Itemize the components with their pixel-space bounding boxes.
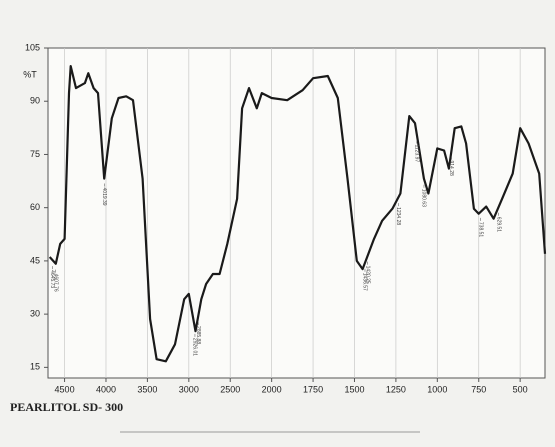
x-tick-label: 4500 <box>55 384 75 394</box>
x-tick-label: 2500 <box>220 384 240 394</box>
y-tick-label: 60 <box>30 202 40 212</box>
y-tick-label: 105 <box>25 42 40 52</box>
x-tick-label: 4000 <box>96 384 116 394</box>
peak-label: 4607.76 <box>52 274 58 292</box>
y-tick-label: 45 <box>30 255 40 265</box>
peak-label: 738.51 <box>477 222 483 238</box>
x-tick-label: 1000 <box>427 384 447 394</box>
y-axis-label: %T <box>23 69 37 79</box>
x-tick-label: 750 <box>471 384 486 394</box>
peak-label: 914.28 <box>448 160 454 176</box>
peak-label: 1234.28 <box>395 207 401 225</box>
peak-label: 629.51 <box>495 217 501 233</box>
x-tick-label: 3000 <box>179 384 199 394</box>
peak-label: 1080.63 <box>421 189 427 207</box>
x-tick-label: 1750 <box>303 384 323 394</box>
peak-label: 4019.39 <box>101 188 107 206</box>
x-tick-label: 500 <box>513 384 528 394</box>
x-tick-label: 1500 <box>344 384 364 394</box>
y-tick-label: 15 <box>30 362 40 372</box>
peak-label: 1123.97 <box>413 145 419 163</box>
peak-label: 2885.88 <box>195 326 201 344</box>
x-tick-label: 2000 <box>262 384 282 394</box>
peak-label: 1420.25 <box>364 266 370 284</box>
chart-title: PEARLITOL SD- 300 <box>10 400 123 414</box>
y-tick-label: 90 <box>30 96 40 106</box>
y-tick-label: 30 <box>30 309 40 319</box>
x-tick-label: 3500 <box>137 384 157 394</box>
chart: %T PEARLITOL SD- 300 15 30 45 60 75 90 105 4500… <box>0 0 555 447</box>
y-tick-label: 75 <box>30 149 40 159</box>
x-tick-label: 1250 <box>386 384 406 394</box>
